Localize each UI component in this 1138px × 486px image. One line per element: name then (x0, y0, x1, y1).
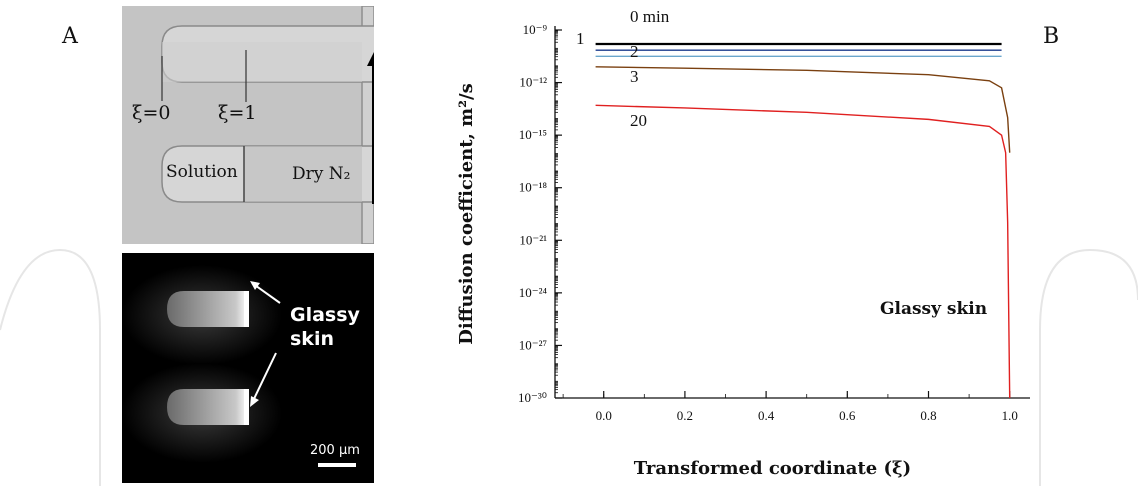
curve-labels: 0 min 1 2 3 20 (576, 7, 670, 130)
y-tick-label: 10⁻¹⁵ (519, 127, 547, 142)
micrograph-brightfield: ξ=0 ξ=1 Solution Dry N₂ (122, 6, 374, 244)
curve-label: 20 (630, 111, 647, 130)
y-tick-label: 10⁻¹² (519, 75, 547, 90)
x-tick-label: 0.0 (596, 408, 612, 423)
dry-n2-label: Dry N₂ (292, 164, 351, 184)
curve-label: 0 min (630, 7, 670, 26)
x-tick-label: 1.0 (1002, 408, 1018, 423)
y-tick-label: 10⁻²⁷ (519, 337, 547, 352)
x-tick-label: 0.6 (839, 408, 856, 423)
xi-0-label: ξ=0 (132, 102, 171, 124)
x-axis-title: Transformed coordinate (ξ) (634, 458, 911, 479)
xi-1-label: ξ=1 (218, 102, 257, 124)
panel-a-label: A (62, 24, 78, 49)
curve-label: 1 (576, 29, 585, 48)
series-line (595, 66, 1011, 153)
glassy-skin-annotation: Glassy skin (880, 299, 987, 319)
series-group (595, 42, 1011, 399)
x-axis: 0.0 0.2 0.4 0.6 0.8 1.0 (555, 391, 1030, 423)
x-tick-label: 0.4 (758, 408, 775, 423)
y-tick-label: 10⁻³⁰ (518, 390, 547, 405)
glassy-label-line2: skin (290, 328, 334, 350)
y-tick-label: 10⁻²⁴ (519, 285, 548, 300)
channel-drawing (122, 6, 374, 244)
y-axis: 10⁻⁹ 10⁻¹² 10⁻¹⁵ 10⁻¹⁸ 10⁻²¹ 10⁻²⁴ 10⁻²⁷ 10⁻³⁰ (518, 22, 562, 405)
y-tick-label: 10⁻⁹ (523, 22, 548, 37)
diffusion-chart: 10⁻⁹10⁻¹²10⁻¹⁵10⁻¹⁸10⁻²¹10⁻²⁴10⁻²⁷10⁻³⁰ … (456, 7, 1030, 479)
glassy-label-line1: Glassy (290, 304, 360, 326)
flow-arrow-icon (367, 52, 374, 204)
glassy-skin-label-micro: Glassy skin (290, 303, 360, 351)
y-tick-label: 10⁻¹⁸ (519, 180, 548, 195)
panel-b-label: B (1043, 24, 1060, 49)
plot-frame (555, 30, 1030, 398)
x-tick-label: 0.2 (677, 408, 693, 423)
x-tick-label: 0.8 (920, 408, 936, 423)
micrograph-fluorescence: Glassy skin 200 μm (122, 253, 374, 483)
curve-label: 2 (630, 42, 639, 61)
curve-label: 3 (630, 67, 639, 86)
scale-bar-label: 200 μm (310, 443, 360, 458)
solution-label: Solution (166, 162, 238, 182)
y-axis-title: Diffusion coefficient, m²/s (456, 83, 477, 345)
y-tick-label: 10⁻²¹ (519, 232, 547, 247)
series-line (595, 104, 1011, 399)
fluorescence-drawing (122, 253, 374, 483)
